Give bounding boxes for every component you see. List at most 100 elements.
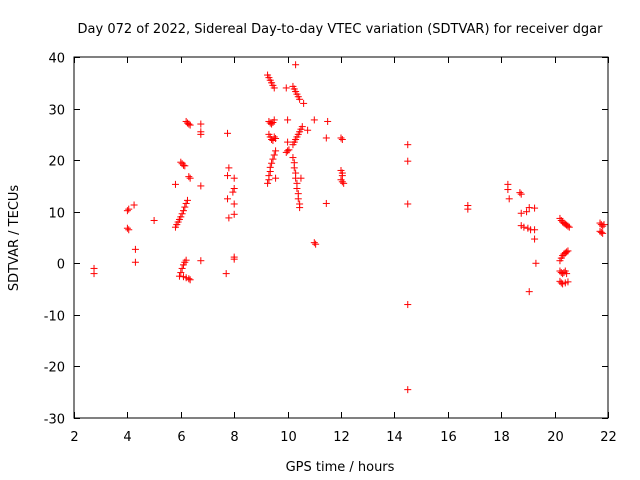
data-point [404,200,412,208]
data-point [338,136,346,144]
data-point [177,269,185,277]
y-tick-label: 10 [48,207,65,222]
data-point [284,138,292,146]
data-point [125,226,133,234]
data-point [197,257,205,265]
data-point [294,195,302,203]
data-point [338,178,346,186]
data-point [298,123,306,131]
data-point [516,189,524,197]
data-point [197,182,205,190]
data-point [464,205,472,213]
x-tick-label: 6 [177,430,185,445]
data-point [186,276,194,284]
data-point [177,213,185,221]
data-point [338,172,346,180]
data-point [270,133,278,141]
data-point [599,222,607,230]
data-point [268,120,276,128]
data-point [224,129,232,137]
data-point [310,116,318,124]
data-point [322,134,330,142]
data-point [178,264,186,272]
x-tick-label: 12 [333,430,350,445]
data-point [293,185,301,193]
data-point [179,161,187,169]
data-point [563,270,571,278]
data-point [229,188,237,196]
data-point [222,270,230,278]
data-point [504,186,512,194]
y-tick-label: 20 [48,155,65,170]
data-point [600,221,608,229]
data-point [130,201,138,209]
y-tick-label: -20 [44,361,65,376]
chart-title: Day 072 of 2022, Sidereal Day-to-day VTE… [78,22,604,37]
data-point [270,151,278,159]
data-point [272,134,280,142]
data-point [182,256,190,264]
data-point [178,210,186,218]
data-point [185,173,193,181]
data-point [131,258,139,266]
data-point [322,199,330,207]
data-point [517,209,525,217]
data-point [337,134,345,142]
data-point [284,147,292,155]
data-point [296,95,304,103]
data-point [175,272,183,280]
data-point [289,154,297,162]
data-point [532,259,540,267]
data-point [599,229,607,237]
data-point [230,200,238,208]
data-point [224,195,232,203]
data-point [564,278,572,286]
data-point [304,126,312,134]
data-point [150,216,158,224]
data-point [265,172,273,180]
data-point [324,117,332,125]
data-point [230,210,238,218]
data-point [123,224,131,232]
data-point [505,195,513,203]
data-point [182,199,190,207]
x-tick-label: 10 [280,430,297,445]
data-point [230,174,238,182]
data-point [224,172,232,180]
data-point [181,162,189,170]
x-tick-label: 22 [600,430,617,445]
data-point [268,159,276,167]
y-tick-label: 0 [57,258,65,273]
data-point [517,190,525,198]
x-tick-label: 4 [123,430,131,445]
y-axis-label: SDTVAR / TECUs [7,185,22,292]
data-point [310,239,318,247]
x-tick-label: 8 [230,430,238,445]
data-point [266,163,274,171]
data-point [270,116,278,124]
data-point [197,120,205,128]
data-point [531,204,539,212]
data-point [531,235,539,243]
data-point [285,146,293,154]
data-point [272,147,280,155]
data-point [523,208,531,216]
data-point [404,301,412,309]
data-point [225,214,233,222]
x-tick-label: 18 [493,430,510,445]
data-point [181,203,189,211]
data-point [404,386,412,394]
data-point [269,155,277,163]
data-point [185,275,193,283]
data-point [284,116,292,124]
y-tick-label: -30 [44,413,65,428]
data-points [90,61,608,394]
y-tick-label: 30 [48,104,65,119]
data-point [230,255,238,263]
data-point [563,248,571,256]
data-point [520,223,528,231]
data-point [90,270,98,278]
data-point [300,99,308,107]
data-point [197,130,205,138]
